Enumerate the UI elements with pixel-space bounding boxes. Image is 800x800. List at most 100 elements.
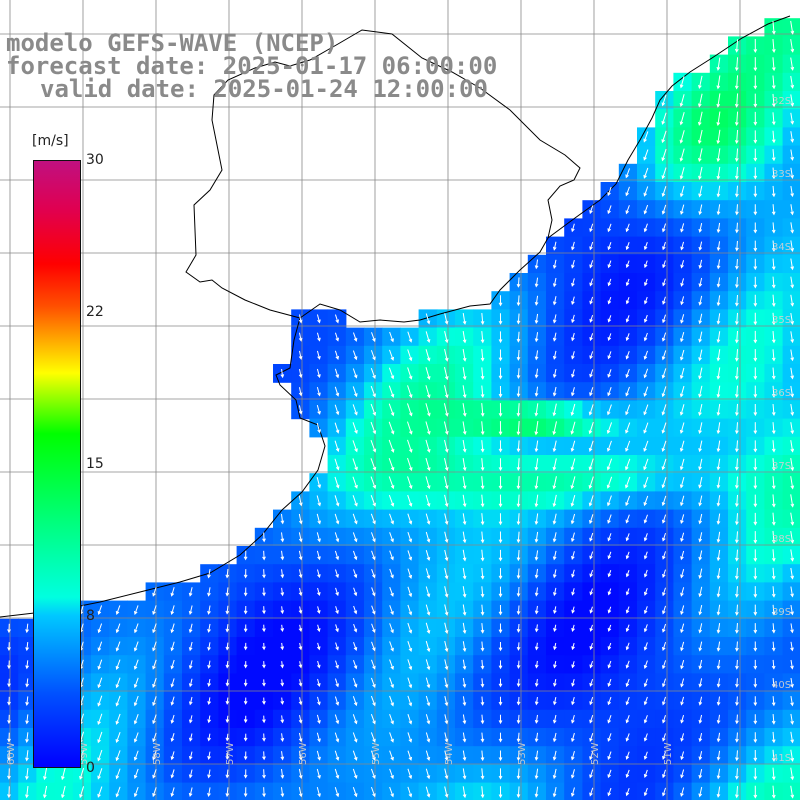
wind-arrow [534, 295, 539, 306]
wind-arrow [480, 403, 485, 417]
wind-arrow [225, 733, 230, 742]
wind-arrow [389, 550, 394, 561]
wind-arrow [225, 587, 230, 597]
wind-arrow [553, 661, 557, 669]
wind-arrow [735, 659, 739, 670]
wind-arrow [407, 349, 413, 362]
wind-arrow [698, 751, 703, 761]
wind-arrow [552, 697, 557, 706]
wind-arrow [771, 696, 776, 707]
wind-arrow [243, 605, 248, 615]
wind-arrow [734, 312, 739, 326]
wind-arrow [570, 440, 576, 453]
wind-arrow [734, 494, 739, 508]
wind-arrow [370, 677, 376, 689]
wind-arrow [570, 476, 576, 490]
wind-arrow [735, 422, 739, 435]
wind-arrow [262, 624, 266, 633]
wind-arrow [334, 768, 340, 780]
wind-arrow [771, 494, 776, 508]
wind-arrow [316, 768, 321, 780]
wind-arrow [790, 186, 794, 198]
wind-arrow [480, 623, 485, 634]
wind-arrow [316, 787, 321, 798]
wind-arrow [680, 550, 685, 561]
wind-arrow [480, 531, 485, 544]
wind-arrow [607, 769, 612, 779]
wind-arrow [280, 679, 285, 687]
wind-arrow [425, 531, 431, 543]
wind-arrow [389, 641, 394, 652]
wind-arrow [753, 641, 758, 652]
wind-arrow [207, 605, 211, 615]
wind-arrow [298, 350, 303, 360]
wind-arrow [753, 714, 758, 725]
wind-arrow [462, 549, 467, 562]
wind-arrow [771, 785, 776, 799]
wind-arrow [225, 660, 230, 669]
wind-arrow [771, 240, 776, 252]
wind-arrow [444, 494, 449, 508]
wind-arrow [607, 333, 612, 341]
wind-arrow [425, 494, 431, 508]
wind-arrow [589, 314, 594, 323]
wind-arrow [735, 696, 739, 706]
wind-arrow [407, 641, 413, 653]
wind-arrow [25, 768, 29, 780]
wind-arrow [316, 569, 321, 579]
wind-arrow [698, 166, 703, 180]
wind-arrow [280, 733, 285, 742]
wind-arrow [498, 313, 503, 325]
wind-arrow [771, 20, 776, 35]
wind-arrow [280, 514, 285, 525]
wind-arrow [571, 551, 575, 560]
wind-arrow [571, 223, 575, 233]
wind-arrow [753, 349, 758, 362]
wind-arrow [552, 296, 557, 306]
wind-arrow [643, 440, 649, 452]
wind-arrow [716, 659, 721, 670]
wind-arrow [735, 750, 739, 762]
wind-arrow [334, 678, 340, 688]
wind-arrow [115, 750, 121, 762]
wind-arrow [680, 714, 685, 724]
wind-arrow [207, 642, 211, 651]
wind-arrow [534, 386, 539, 397]
wind-arrow [225, 769, 230, 779]
wind-arrow [133, 786, 139, 798]
wind-arrow [679, 130, 685, 144]
wind-arrow [207, 751, 211, 760]
wind-arrow [571, 696, 575, 706]
wind-arrow [516, 642, 521, 651]
wind-arrow [316, 477, 322, 489]
wind-arrow [298, 495, 303, 507]
wind-arrow [516, 732, 521, 743]
wind-arrow [552, 421, 557, 436]
colorbar-tick-15: 15 [86, 456, 104, 472]
wind-arrow [462, 531, 467, 544]
wind-arrow [735, 259, 739, 270]
wind-arrow [334, 458, 340, 471]
wind-arrow [425, 714, 431, 725]
wind-arrow [716, 714, 721, 725]
wind-arrow [262, 606, 266, 615]
wind-arrow [716, 768, 721, 780]
wind-arrow [625, 368, 630, 379]
wind-arrow [43, 785, 48, 799]
wind-arrow [480, 331, 485, 344]
wind-arrow [316, 422, 321, 434]
wind-arrow [790, 767, 795, 781]
wind-arrow [570, 403, 576, 416]
wind-arrow [771, 330, 776, 344]
wind-arrow [753, 476, 758, 490]
wind-arrow [370, 532, 376, 543]
wind-arrow [298, 550, 303, 561]
wind-arrow [643, 495, 649, 507]
wind-arrow [115, 641, 121, 652]
wind-arrow [679, 422, 685, 434]
wind-arrow [61, 767, 66, 781]
wind-arrow [589, 351, 594, 360]
wind-arrow [516, 313, 521, 325]
wind-arrow [462, 750, 467, 762]
wind-arrow [680, 260, 685, 269]
